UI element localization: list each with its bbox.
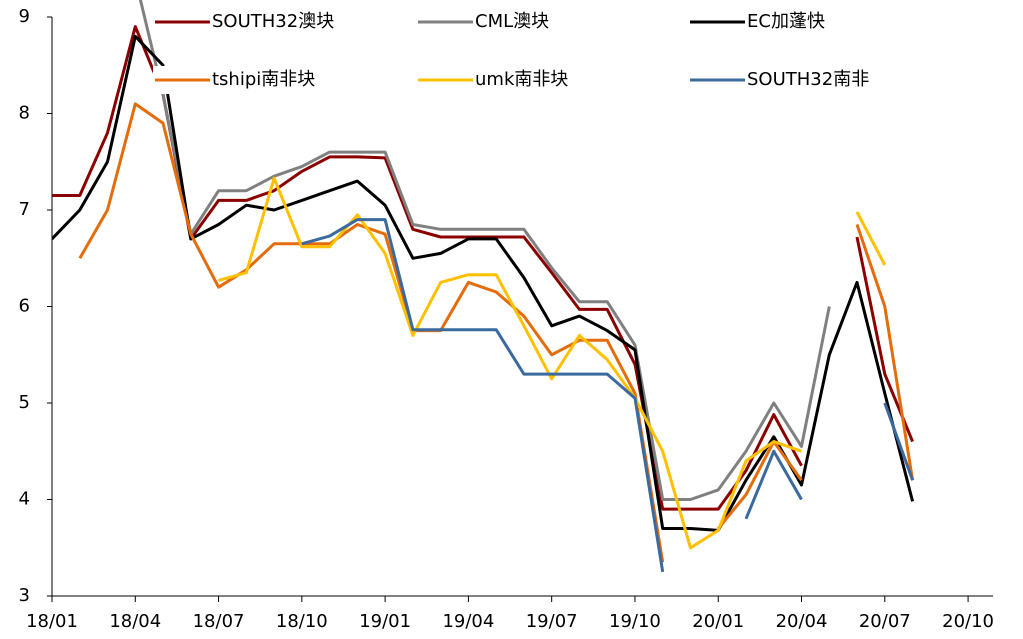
y-tick-label: 7	[19, 199, 30, 220]
x-tick-label: 19/04	[442, 611, 494, 632]
legend-label: SOUTH32南非	[747, 69, 869, 90]
series-line	[138, 0, 831, 501]
series-line	[52, 25, 914, 511]
x-tick-label: 20/07	[859, 611, 911, 632]
x-tick-label: 20/10	[942, 611, 994, 632]
y-tick-label: 8	[19, 103, 30, 124]
y-tick-label: 9	[19, 6, 30, 27]
x-tick-label: 18/07	[193, 611, 245, 632]
series-line	[218, 176, 887, 550]
y-tick-label: 6	[19, 296, 30, 317]
series-line	[78, 102, 915, 563]
y-tick-label: 4	[19, 489, 30, 510]
legend-label: SOUTH32澳块	[212, 11, 334, 32]
x-tick-label: 19/01	[359, 611, 411, 632]
y-tick-label: 3	[19, 585, 30, 606]
y-tick-label: 5	[19, 392, 30, 413]
legend-label: umk南非块	[475, 69, 568, 90]
x-tick-label: 18/04	[109, 611, 161, 632]
x-tick-label: 19/07	[526, 611, 578, 632]
x-tick-label: 18/01	[26, 611, 78, 632]
legend-label: EC加蓬快	[747, 11, 825, 32]
legend-label: tshipi南非块	[212, 69, 315, 90]
legend-label: CML澳块	[475, 11, 549, 32]
x-tick-label: 20/01	[692, 611, 744, 632]
x-tick-label: 19/10	[609, 611, 661, 632]
x-tick-label: 20/04	[776, 611, 828, 632]
plot-area	[52, 0, 915, 573]
series-line	[301, 218, 915, 573]
x-tick-label: 18/10	[276, 611, 328, 632]
